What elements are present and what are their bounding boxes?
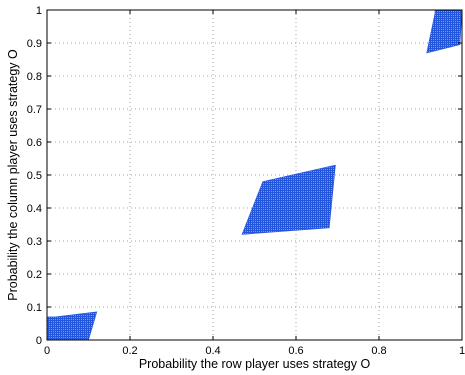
y-tick-label: 1 bbox=[36, 5, 42, 17]
y-tick-label: 0 bbox=[36, 335, 42, 347]
x-tick-label: 0.6 bbox=[288, 345, 303, 357]
y-tick-label: 0.4 bbox=[27, 203, 42, 215]
y-tick-label: 0.6 bbox=[27, 137, 42, 149]
y-tick-label: 0.2 bbox=[27, 269, 42, 281]
y-tick-label: 0.5 bbox=[27, 170, 42, 182]
x-axis-label: Probability the row player uses strategy… bbox=[139, 357, 371, 371]
y-tick-label: 0.7 bbox=[27, 104, 42, 116]
data-region-1 bbox=[46, 311, 98, 341]
y-axis-label: Probability the column player uses strat… bbox=[6, 49, 20, 301]
data-region-2 bbox=[241, 164, 336, 235]
x-tick-label: 0.8 bbox=[371, 345, 386, 357]
y-tick-label: 0.8 bbox=[27, 71, 42, 83]
y-tick-label: 0.3 bbox=[27, 236, 42, 248]
y-tick-labels: 0 0.1 0.2 0.3 0.4 0.5 0.6 0.7 0.8 0.9 1 bbox=[27, 5, 42, 347]
grid bbox=[47, 10, 462, 340]
y-tick-label: 0.1 bbox=[27, 302, 42, 314]
x-tick-label: 0 bbox=[44, 345, 50, 357]
x-tick-label: 1 bbox=[459, 345, 465, 357]
y-tick-label: 0.9 bbox=[27, 38, 42, 50]
data-region-3 bbox=[426, 9, 463, 54]
axis-ticks bbox=[46, 9, 463, 341]
data-regions bbox=[46, 9, 463, 341]
x-tick-labels: 0 0.2 0.4 0.6 0.8 1 bbox=[44, 345, 465, 357]
x-tick-label: 0.4 bbox=[205, 345, 220, 357]
x-tick-label: 0.2 bbox=[122, 345, 137, 357]
